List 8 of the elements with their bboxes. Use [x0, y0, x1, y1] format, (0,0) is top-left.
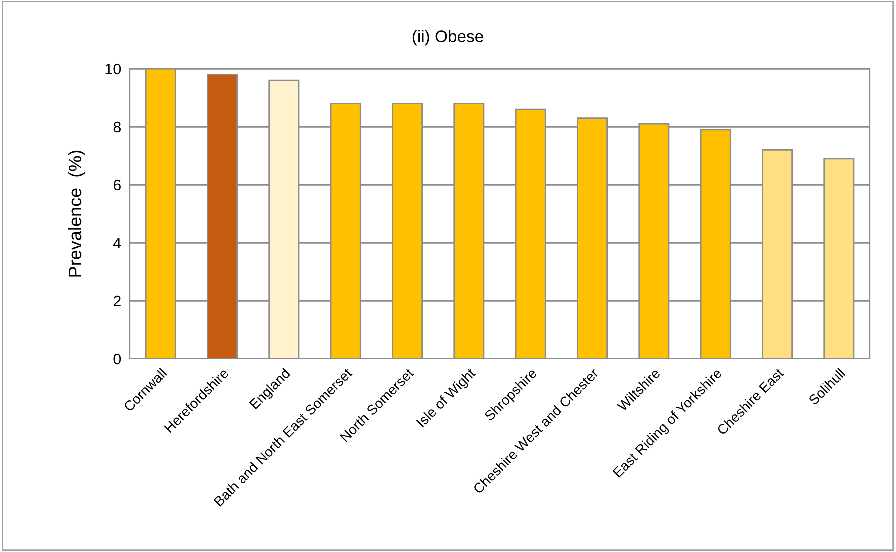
chart-title: (ii) Obese [412, 30, 484, 46]
y-tick-label: 2 [114, 296, 121, 307]
y-tick-label: 8 [114, 122, 122, 133]
y-tick-label: 6 [114, 180, 121, 191]
y-tick-label: 4 [114, 238, 122, 249]
y-tick-label: 0 [114, 354, 122, 365]
y-tick-label: 10 [106, 64, 122, 75]
y-axis-title: Prevalence (%) [68, 150, 86, 277]
